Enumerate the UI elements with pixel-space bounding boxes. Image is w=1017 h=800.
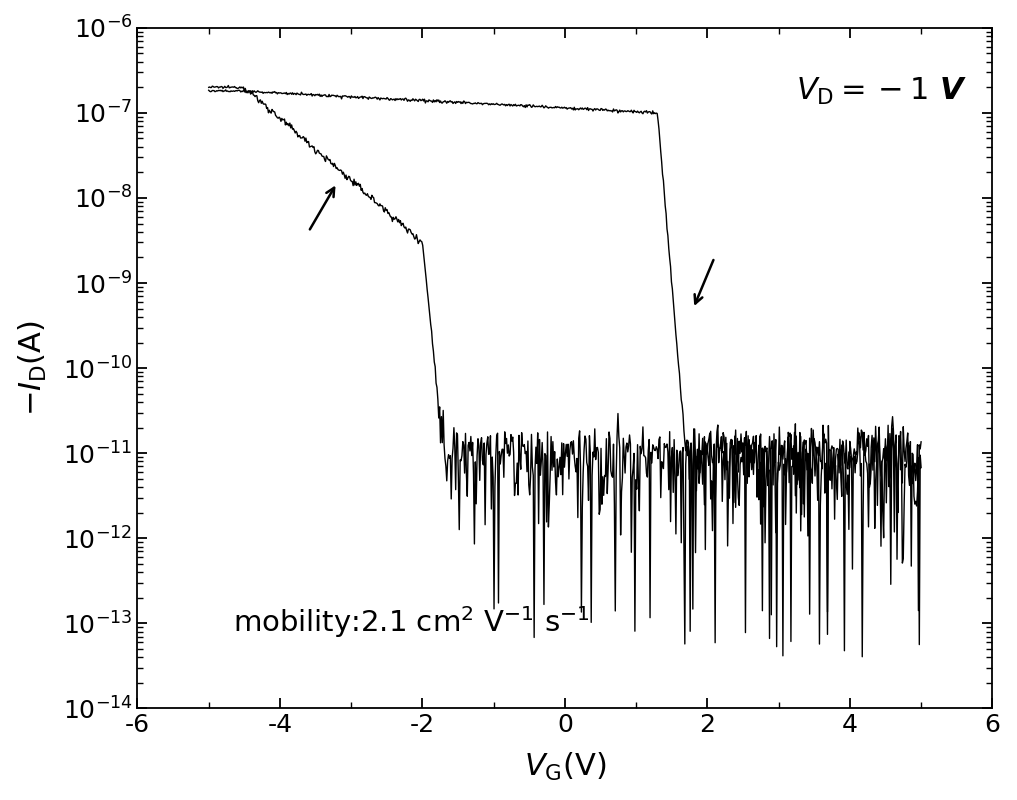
Y-axis label: $-I_{\mathrm{D}}$(A): $-I_{\mathrm{D}}$(A) bbox=[16, 320, 49, 416]
Text: mobility:2.1 cm$^{2}$ V$^{-1}$ s$^{-1}$: mobility:2.1 cm$^{2}$ V$^{-1}$ s$^{-1}$ bbox=[233, 605, 589, 641]
Text: $V_{\rm D}$$=-1$ V: $V_{\rm D}$$=-1$ V bbox=[796, 75, 967, 106]
X-axis label: $V_{\mathrm{G}}$(V): $V_{\mathrm{G}}$(V) bbox=[524, 751, 606, 783]
